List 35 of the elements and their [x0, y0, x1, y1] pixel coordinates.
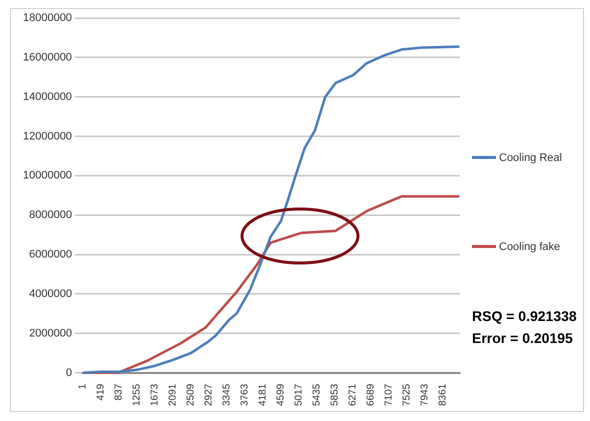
x-tick-label: 8361: [438, 383, 449, 406]
y-tick-label: 12000000: [22, 130, 72, 142]
y-tick-label: 6000000: [29, 248, 72, 261]
x-tick-label: 3345: [222, 383, 233, 406]
x-tick-label: 5017: [294, 383, 305, 406]
x-tick-label: 2927: [204, 383, 215, 406]
legend-label: Cooling fake: [499, 240, 560, 252]
x-tick-label: 837: [114, 383, 125, 400]
x-tick-label: 4599: [276, 383, 287, 406]
x-tick-label: 1673: [150, 383, 161, 406]
y-tick-label: 14000000: [22, 90, 72, 103]
y-tick-label: 18000000: [22, 12, 72, 24]
text: Error = 0.20195: [472, 329, 574, 348]
y-tick-label: 16000000: [22, 51, 72, 64]
x-tick-label: 5853: [330, 383, 341, 406]
x-tick-label: 6689: [366, 383, 377, 406]
text: RSQ = 0.921338: [472, 307, 577, 326]
x-tick-label: 6271: [348, 383, 359, 406]
x-tick-label: 3763: [240, 383, 251, 406]
x-tick-label: 419: [96, 383, 107, 400]
y-tick-label: 10000000: [22, 170, 72, 182]
x-tick-label: 1255: [132, 383, 143, 406]
y-tick-label: 0: [66, 366, 72, 379]
x-tick-label: 5435: [312, 383, 323, 406]
x-tick-label: 7107: [384, 383, 395, 406]
x-tick-label: 1: [78, 383, 89, 390]
x-tick-label: 7943: [420, 383, 431, 406]
x-tick-label: 4181: [258, 383, 269, 406]
x-tick-label: 2091: [168, 383, 179, 406]
x-tick-label: 2509: [186, 383, 197, 406]
y-tick-label: 8000000: [29, 209, 72, 222]
x-tick-label: 7525: [402, 383, 413, 406]
y-tick-label: 4000000: [29, 288, 72, 300]
y-tick-label: 2000000: [29, 327, 72, 340]
legend-label: Cooling Real: [499, 152, 562, 164]
